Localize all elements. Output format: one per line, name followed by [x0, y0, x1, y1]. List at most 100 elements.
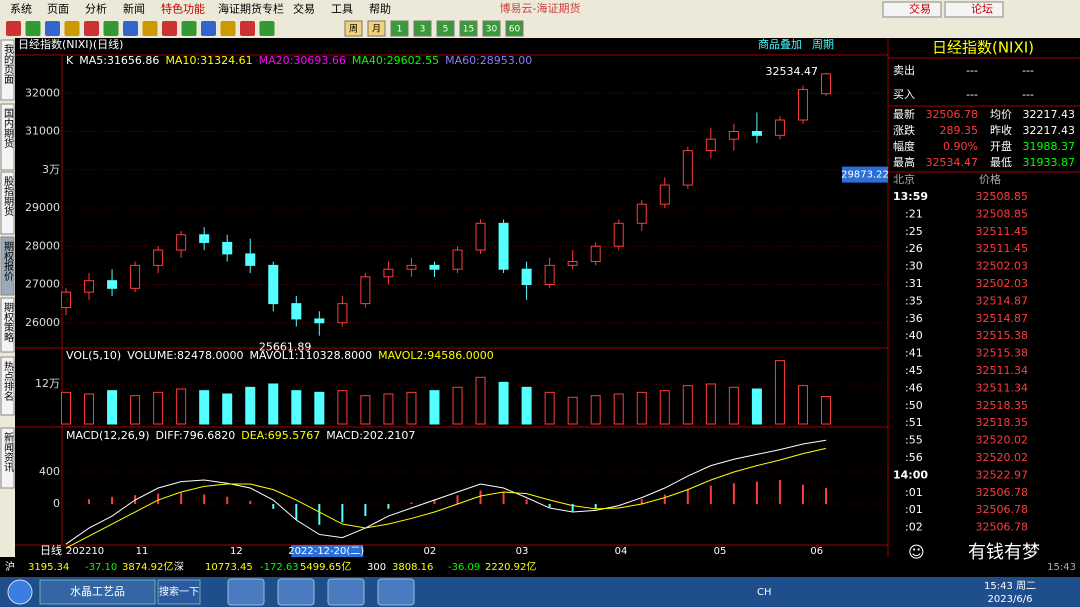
period-label[interactable]: 60	[509, 25, 521, 35]
period-label[interactable]: 1	[397, 25, 403, 35]
side-tab[interactable]	[0, 39, 15, 101]
forum-button-label[interactable]: 论坛	[971, 2, 993, 16]
side-tab-label[interactable]: 股指期货	[2, 176, 14, 217]
side-tab[interactable]	[0, 236, 15, 296]
menu-item[interactable]: 系统	[10, 3, 32, 16]
toolbar-icon[interactable]	[181, 21, 197, 36]
macd-bar	[88, 499, 91, 505]
tick-price: 32522.97	[976, 468, 1029, 481]
status-item: 2220.92亿	[485, 560, 536, 573]
tick-price: 32514.87	[976, 294, 1029, 307]
quote-cell: 幅度	[893, 139, 915, 153]
toolbar-icon[interactable]	[259, 21, 275, 36]
candle-body	[222, 241, 233, 255]
ticks-header: 北京	[893, 172, 915, 186]
task-window[interactable]	[39, 579, 156, 605]
task-icon[interactable]	[327, 578, 365, 606]
toolbar-icon[interactable]	[201, 21, 216, 36]
tick-price: 32515.38	[976, 347, 1029, 360]
menu-item[interactable]: 工具	[331, 3, 353, 16]
trade-button[interactable]	[882, 1, 942, 18]
side-tab-label[interactable]: 期权报价	[2, 241, 14, 281]
macd-line	[65, 439, 827, 545]
period-button[interactable]	[367, 20, 386, 37]
menu-item[interactable]: 分析	[85, 2, 107, 16]
period-label[interactable]: 3	[420, 25, 426, 35]
toolbar-icon[interactable]	[123, 21, 138, 36]
toolbar-icon[interactable]	[45, 21, 60, 36]
menu-item[interactable]: 帮助	[369, 2, 391, 16]
toolbar-icon[interactable]	[64, 21, 80, 36]
period-button[interactable]	[436, 20, 455, 37]
search-box[interactable]	[157, 579, 201, 605]
tick-price: 32511.34	[976, 364, 1029, 377]
tick-time: :01	[905, 503, 923, 516]
side-tab[interactable]	[0, 103, 15, 171]
period-label[interactable]: 30	[486, 25, 498, 35]
menu-item[interactable]: 交易	[293, 2, 315, 16]
candle-body	[544, 264, 555, 286]
period-button[interactable]	[413, 20, 432, 37]
side-tab-label[interactable]: 热点排名	[2, 360, 14, 402]
x-tick-label: 11	[136, 546, 149, 557]
toolbar-icon[interactable]	[6, 21, 21, 36]
menu-item[interactable]: 新闻	[123, 2, 145, 16]
side-tab[interactable]	[0, 297, 15, 353]
macd-bar	[341, 504, 344, 523]
start-button[interactable]	[7, 579, 33, 605]
toolbar-icon[interactable]	[142, 21, 158, 36]
legend-item: MA60:28953.00	[445, 54, 532, 67]
side-tab[interactable]	[0, 356, 15, 416]
book-cell: 卖出	[893, 63, 915, 77]
period-label[interactable]: 5	[443, 25, 449, 35]
tick-time: :50	[905, 399, 923, 412]
side-tab-label[interactable]: 新闻资讯	[2, 431, 14, 473]
side-tab[interactable]	[0, 171, 15, 235]
period-button[interactable]	[390, 20, 409, 37]
side-tab-label[interactable]: 我的页面	[2, 44, 14, 85]
status-item: 3808.16	[392, 562, 433, 573]
period-label[interactable]: 月	[372, 24, 381, 35]
task-icon[interactable]	[277, 578, 315, 606]
period-button[interactable]	[505, 20, 524, 37]
trade-button-label[interactable]: 交易	[909, 2, 931, 16]
tick-time: :26	[905, 242, 923, 255]
period-button[interactable]	[482, 20, 501, 37]
overlay-link[interactable]: 商品叠加	[758, 37, 802, 51]
toolbar-icon[interactable]	[103, 21, 119, 36]
macd-bar	[525, 499, 528, 505]
macd-bar	[456, 495, 459, 505]
side-tab-label[interactable]: 国内期货	[2, 108, 14, 149]
legend: K MA5:31656.86 MA10:31324.61 MA20:30693.66 M…	[66, 54, 532, 67]
status-item: -36.09	[448, 562, 480, 573]
task-window-label[interactable]: 水晶工艺品	[70, 585, 125, 598]
period-label[interactable]: 15	[463, 25, 474, 35]
tick-price: 32508.85	[976, 190, 1029, 203]
period-button[interactable]	[459, 20, 478, 37]
quote-cell: 31988.37	[1023, 140, 1076, 153]
search-label[interactable]: 搜索一下	[159, 585, 199, 598]
side-tab-label[interactable]: 期权策略	[2, 302, 14, 343]
task-icon[interactable]	[227, 578, 265, 606]
forum-button[interactable]	[944, 1, 1004, 18]
toolbar-icon[interactable]	[240, 21, 255, 36]
volume-bar	[820, 396, 831, 425]
tick-time: :40	[905, 329, 923, 342]
side-tab[interactable]	[0, 427, 15, 489]
menu-item[interactable]: 海证期货专栏	[218, 2, 284, 16]
toolbar-icon[interactable]	[220, 21, 236, 36]
toolbar-icon[interactable]	[84, 21, 99, 36]
toolbar-icon[interactable]	[25, 21, 41, 36]
task-icon[interactable]	[377, 578, 415, 606]
legend-item: MA20:30693.66	[259, 54, 346, 67]
tick-price: 32502.03	[976, 260, 1029, 273]
candle-body	[705, 138, 716, 152]
volume-bar	[613, 393, 624, 425]
period-link[interactable]: 周期	[812, 38, 834, 51]
tick-time: :30	[905, 260, 923, 273]
toolbar-icon[interactable]	[162, 21, 177, 36]
menu-item[interactable]: 页面	[47, 3, 69, 16]
period-label[interactable]: 周	[349, 24, 358, 35]
menu-item[interactable]: 特色功能	[161, 2, 205, 16]
period-button[interactable]	[344, 20, 363, 37]
